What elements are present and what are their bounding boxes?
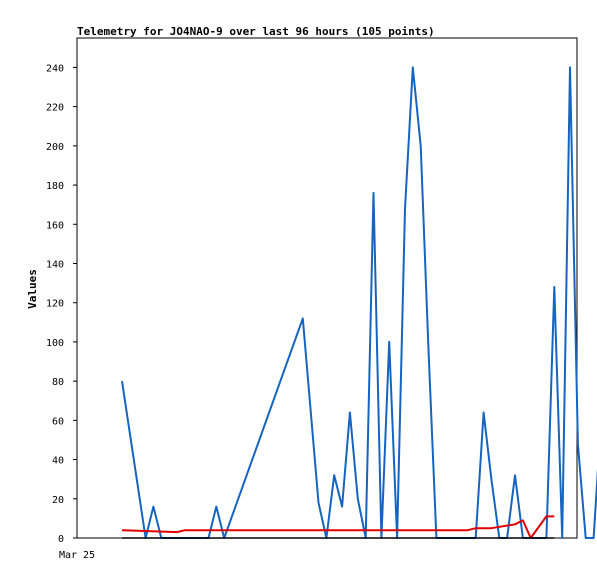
y-tick-label: 220 — [46, 103, 64, 114]
series-line-1 — [121, 515, 555, 539]
x-tick-label: Mar 25 — [59, 550, 95, 561]
x-axis: Mar 25 — [59, 550, 95, 561]
y-tick-label: 200 — [46, 142, 64, 153]
y-axis-label: Values — [26, 269, 39, 309]
plot-area — [76, 37, 578, 539]
y-tick-label: 160 — [46, 220, 64, 231]
y-tick-label: 100 — [46, 338, 64, 349]
y-tick-label: 120 — [46, 299, 64, 310]
y-tick-label: 20 — [52, 495, 64, 506]
y-tick-label: 0 — [58, 534, 64, 545]
y-tick-label: 140 — [46, 259, 64, 270]
y-tick-label: 40 — [52, 456, 64, 467]
y-tick-label: 240 — [46, 63, 64, 74]
series-layer — [121, 66, 597, 539]
y-tick-label: 180 — [46, 181, 64, 192]
y-tick-label: 60 — [52, 416, 64, 427]
chart-title: Telemetry for JO4NAO-9 over last 96 hour… — [77, 25, 435, 38]
y-axis: 0 20 40 60 80 100 120 140 160 180 200 220 240 — [46, 63, 77, 545]
y-tick-label: 80 — [52, 377, 64, 388]
